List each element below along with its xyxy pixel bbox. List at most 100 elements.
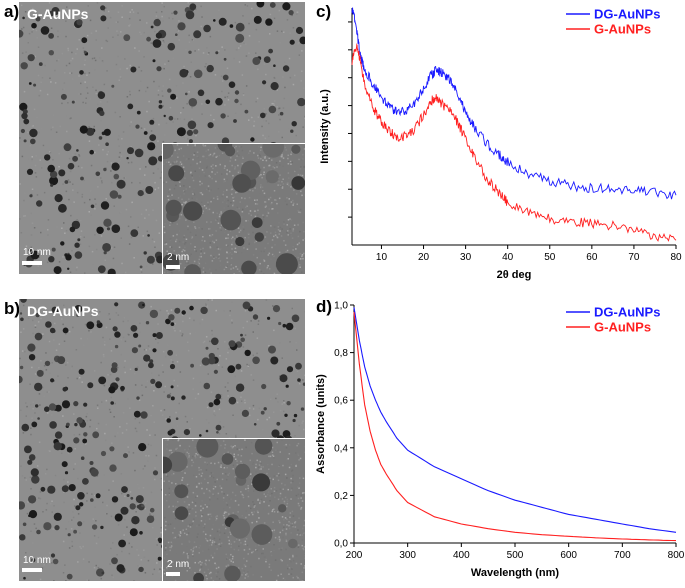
tem-noise [170,550,172,552]
tem-noise [89,140,91,142]
tem-noise [27,513,29,515]
nanoparticle [29,82,32,85]
tem-noise [264,156,266,158]
nanoparticle [283,324,287,328]
tem-noise [180,330,182,332]
tem-noise [201,183,203,185]
tem-noise [254,505,256,507]
nanoparticle [21,129,25,133]
tem-noise [238,454,240,456]
nanoparticle [204,383,211,390]
tem-noise [286,183,288,185]
tem-noise [205,150,207,152]
tem-noise [263,221,265,223]
tem-noise [56,350,58,352]
tem-noise [142,395,144,397]
tem-noise [266,473,268,475]
nanoparticle [67,268,69,270]
tem-noise [264,265,266,267]
tem-noise [253,462,255,464]
tem-noise [155,189,157,191]
tem-noise [297,210,299,212]
tem-noise [271,202,273,204]
tem-b-scale-label: 10 nm [23,555,51,566]
tem-noise [265,206,267,208]
tem-noise [297,224,299,226]
tem-noise [299,578,301,580]
tem-noise [133,257,135,259]
nanoparticle [209,402,214,407]
tem-noise [278,222,280,224]
tem-noise [47,234,49,236]
tem-noise [91,165,93,167]
tem-noise [273,412,275,414]
tem-noise [224,447,226,449]
tem-noise [247,246,249,248]
tem-noise [245,566,247,568]
tem-noise [283,489,285,491]
nanoparticle [21,62,28,69]
nanoparticle [31,422,37,428]
nanoparticle [23,119,29,125]
tem-noise [229,315,231,317]
tem-noise [74,434,76,436]
tem-noise [302,154,304,156]
tem-noise [279,522,281,524]
nanoparticle [243,302,251,310]
tem-noise [298,236,300,238]
tem-noise [233,200,235,202]
tem-noise [256,471,258,473]
tem-noise [168,313,170,315]
tem-noise [148,214,150,216]
tem-noise [92,251,94,253]
nanoparticle [87,382,93,388]
tem-noise [187,138,189,140]
nanoparticle [166,200,182,216]
tem-noise [69,331,71,333]
tem-noise [247,576,249,578]
tem-noise [201,240,203,242]
tem-noise [290,478,292,480]
tem-noise [276,580,278,581]
tem-noise [30,488,32,490]
tem-noise [279,198,281,200]
tem-noise [254,442,256,444]
tem-noise [203,267,205,269]
tem-noise [183,66,185,68]
tem-noise [31,234,33,236]
tem-noise [165,545,167,547]
tem-noise [187,553,189,555]
tem-noise [192,440,194,442]
tem-noise [26,415,28,417]
tem-noise [266,231,268,233]
tem-noise [224,104,226,106]
tem-noise [32,320,34,322]
tem-a-inset: 2 nm [162,143,305,274]
tem-noise [199,474,201,476]
tem-noise [102,149,104,151]
nanoparticle [196,439,218,458]
tem-noise [296,14,298,16]
tem-noise [165,356,167,358]
tem-noise [105,440,107,442]
tem-noise [78,513,80,515]
tem-noise [241,392,243,394]
tem-noise [150,474,152,476]
tem-noise [35,373,37,375]
tem-noise [30,145,32,147]
nanoparticle [61,94,67,100]
tem-noise [163,85,165,87]
tem-noise [258,146,260,148]
tem-noise [155,147,157,149]
tem-noise [241,574,243,576]
tem-noise [295,452,297,454]
tem-noise [229,559,231,561]
tem-noise [21,28,23,30]
tem-noise [180,532,182,534]
nanoparticle [82,439,87,444]
tem-noise [283,240,285,242]
tem-noise [304,565,305,567]
tem-noise [232,415,234,417]
tem-noise [110,170,112,172]
tem-noise [290,532,292,534]
